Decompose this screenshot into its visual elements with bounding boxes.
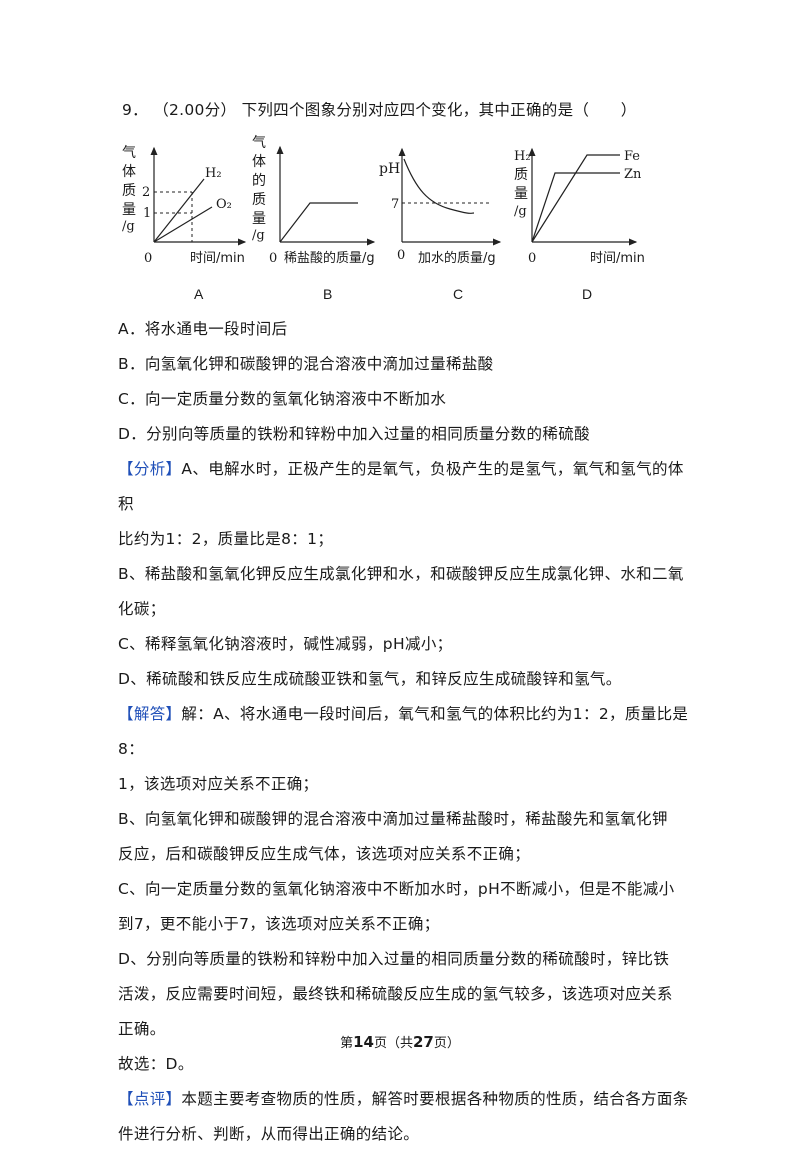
comment-text: 本题主要考查物质的性质，解答时要根据各种物质的性质，结合各方面条 bbox=[181, 1090, 689, 1108]
analysis-line: 比约为1：2，质量比是8：1； bbox=[118, 530, 334, 548]
solution-line: 【解答】解：A、将水通电一段时间后，氧气和氢气的体积比约为1：2，质量比是8： bbox=[118, 697, 698, 767]
option-d: D．分别向等质量的铁粉和锌粉中加入过量的相同质量分数的稀硫酸 bbox=[118, 425, 590, 443]
graph-c: pH 0 加水的质量/g 7 bbox=[379, 147, 502, 266]
graph-b-ylabel-6: /g bbox=[252, 228, 265, 243]
option-a: A．将水通电一段时间后 bbox=[118, 320, 288, 338]
analysis-line: B、稀盐酸和氢氧化钾反应生成氯化钾和水，和碳酸钾反应生成氯化钾、水和二氧 bbox=[118, 565, 684, 583]
figure-label-c: C bbox=[453, 286, 464, 302]
graph-b-ylabel-4: 质 bbox=[252, 192, 266, 208]
graph-a: 气 体 质 量 /g 0 时间/min 2 1 H₂ O₂ bbox=[122, 145, 247, 266]
graph-d-ylabel-3: 量 bbox=[514, 186, 528, 202]
figure-label-a: A bbox=[194, 286, 204, 302]
graph-b-xlabel: 稀盐酸的质量/g bbox=[284, 250, 375, 266]
question-text: 下列四个图象分别对应四个变化，其中正确的是（ ） bbox=[241, 101, 637, 119]
footer-prefix: 第 bbox=[340, 1036, 354, 1051]
graph-a-ylabel-4: 量 bbox=[122, 202, 136, 218]
graph-a-tick-1: 1 bbox=[143, 206, 151, 221]
solution-line: 活泼，反应需要时间短，最终铁和稀硫酸反应生成的氢气较多，该选项对应关系 bbox=[118, 985, 673, 1003]
comment-tag: 【点评】 bbox=[118, 1090, 182, 1108]
comment-line: 件进行分析、判断，从而得出正确的结论。 bbox=[118, 1125, 420, 1143]
footer-suffix: 页） bbox=[433, 1036, 460, 1051]
analysis-text: A、电解水时，正极产生的是氧气，负极产生的是氢气，氧气和氢气的体积 bbox=[118, 460, 684, 513]
graph-b-ylabel-5: 量 bbox=[252, 211, 266, 227]
graph-a-ylabel-5: /g bbox=[122, 219, 135, 234]
solution-line: B、向氢氧化钾和碳酸钾的混合溶液中滴加过量稀盐酸时，稀盐酸先和氢氧化钾 bbox=[118, 810, 668, 828]
graph-a-ylabel-1: 气 bbox=[122, 145, 136, 161]
graph-d-line-zn bbox=[531, 172, 620, 243]
footer-page-number: 14 bbox=[353, 1033, 374, 1051]
graph-a-ylabel-3: 质 bbox=[122, 183, 136, 199]
graph-b-ylabel-3: 的 bbox=[252, 173, 266, 189]
graph-d-ylabel-2: 质 bbox=[514, 167, 528, 183]
graph-c-ylabel: pH bbox=[379, 161, 400, 177]
comment-line: 【点评】本题主要考查物质的性质，解答时要根据各种物质的性质，结合各方面条 bbox=[118, 1082, 698, 1117]
graph-d-series-zn: Zn bbox=[624, 167, 642, 182]
solution-line: 到7，更不能小于7，该选项对应关系不正确； bbox=[118, 915, 440, 933]
graph-b-ylabel-1: 气 bbox=[252, 135, 266, 151]
graph-d-series-fe: Fe bbox=[624, 149, 640, 164]
graph-d-origin: 0 bbox=[528, 251, 536, 266]
solution-line: 正确。 bbox=[118, 1020, 166, 1038]
graph-a-origin: 0 bbox=[144, 251, 152, 266]
graph-a-tick-2: 2 bbox=[142, 185, 150, 200]
graph-d-xlabel: 时间/min bbox=[590, 251, 645, 266]
solution-tag: 【解答】 bbox=[118, 705, 182, 723]
solution-line: 1，该选项对应关系不正确； bbox=[118, 775, 319, 793]
graph-c-xlabel: 加水的质量/g bbox=[418, 250, 496, 266]
figures-svg: 气 体 质 量 /g 0 时间/min 2 1 H₂ O₂ bbox=[122, 135, 645, 266]
graph-a-line-h2 bbox=[153, 178, 205, 243]
solution-line: C、向一定质量分数的氢氧化钠溶液中不断加水时，pH不断减小，但是不能减小 bbox=[118, 880, 675, 898]
solution-line: 故选：D。 bbox=[118, 1055, 194, 1073]
graph-d-ylabel-4: /g bbox=[514, 204, 527, 219]
graph-a-series-o2: O₂ bbox=[216, 197, 232, 212]
graph-c-tick-7: 7 bbox=[391, 197, 399, 212]
graph-a-series-h2: H₂ bbox=[205, 166, 222, 181]
graph-d-ylabel-1: H₂ bbox=[514, 149, 531, 164]
solution-line: 反应，后和碳酸钾反应生成气体，该选项对应关系不正确； bbox=[118, 845, 531, 863]
question-score: （2.00分） bbox=[153, 101, 237, 119]
figure-label-d: D bbox=[582, 286, 593, 302]
analysis-line: D、稀硫酸和铁反应生成硫酸亚铁和氢气，和锌反应生成硫酸锌和氢气。 bbox=[118, 670, 622, 688]
figure-row: 气 体 质 量 /g 0 时间/min 2 1 H₂ O₂ bbox=[112, 135, 672, 295]
footer-total-pages: 27 bbox=[413, 1033, 434, 1051]
graph-d: H₂ 质 量 /g 0 时间/min Fe Zn bbox=[514, 147, 645, 266]
question-number: 9． bbox=[122, 101, 148, 119]
solution-line: D、分别向等质量的铁粉和锌粉中加入过量的相同质量分数的稀硫酸时，锌比铁 bbox=[118, 950, 670, 968]
document-body: A．将水通电一段时间后 B．向氢氧化钾和碳酸钾的混合溶液中滴加过量稀盐酸 C．向… bbox=[118, 312, 698, 1152]
graph-b-curve bbox=[279, 202, 358, 243]
graph-a-xlabel: 时间/min bbox=[190, 251, 245, 266]
graph-d-line-fe bbox=[531, 154, 620, 243]
option-c: C．向一定质量分数的氢氧化钠溶液中不断加水 bbox=[118, 390, 447, 408]
graph-b-origin: 0 bbox=[269, 251, 277, 266]
analysis-tag: 【分析】 bbox=[118, 460, 182, 478]
graph-c-origin: 0 bbox=[397, 248, 405, 263]
figure-label-b: B bbox=[323, 286, 333, 302]
solution-text: 解：A、将水通电一段时间后，氧气和氢气的体积比约为1：2，质量比是8： bbox=[118, 705, 689, 758]
analysis-line: 【分析】A、电解水时，正极产生的是氧气，负极产生的是氢气，氧气和氢气的体积 bbox=[118, 452, 698, 522]
graph-a-ylabel-2: 体 bbox=[122, 164, 136, 180]
graph-c-curve bbox=[403, 158, 475, 214]
question-stem: 9． （2.00分） 下列四个图象分别对应四个变化，其中正确的是（ ） bbox=[122, 98, 637, 120]
graph-b: 气 体 的 质 量 /g 0 稀盐酸的质量/g bbox=[252, 135, 376, 266]
graph-b-ylabel-2: 体 bbox=[252, 154, 266, 170]
graph-a-line-o2 bbox=[153, 206, 213, 243]
analysis-line: 化碳； bbox=[118, 600, 166, 618]
footer-mid: 页（共 bbox=[373, 1036, 413, 1051]
option-b: B．向氢氧化钾和碳酸钾的混合溶液中滴加过量稀盐酸 bbox=[118, 355, 494, 373]
page-footer: 第14页（共27页） bbox=[0, 1032, 800, 1051]
analysis-line: C、稀释氢氧化钠溶液时，碱性减弱，pH减小； bbox=[118, 635, 453, 653]
